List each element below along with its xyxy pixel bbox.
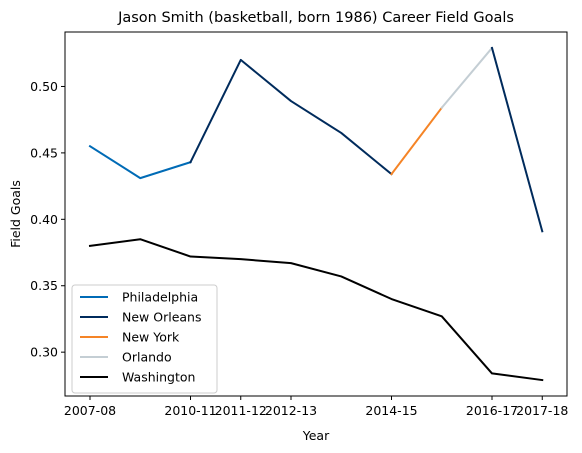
x-tick-label: 2010-11 bbox=[164, 403, 216, 418]
legend-label: New York bbox=[122, 330, 180, 345]
y-tick-label: 0.30 bbox=[30, 345, 58, 360]
legend-label: Washington bbox=[122, 370, 195, 385]
y-axis-ticks: 0.30 0.35 0.40 0.45 0.50 bbox=[30, 79, 65, 360]
series-lines bbox=[88, 46, 544, 382]
x-tick-label: 2007-08 bbox=[64, 403, 116, 418]
series-line-washington-5 bbox=[88, 238, 544, 382]
series-line-new-orleans-4 bbox=[490, 46, 544, 233]
plot-frame bbox=[64, 31, 568, 397]
legend-label: New Orleans bbox=[122, 310, 201, 325]
legend-label: Orlando bbox=[122, 350, 172, 365]
x-tick-label: 2014-15 bbox=[365, 403, 417, 418]
legend-box bbox=[71, 284, 218, 394]
chart-title: Jason Smith (basketball, born 1986) Care… bbox=[117, 10, 514, 26]
plot-area bbox=[64, 31, 568, 397]
series-line-orlando-3 bbox=[440, 46, 494, 110]
y-tick-label: 0.40 bbox=[30, 212, 58, 227]
series-line-new-york-2 bbox=[390, 106, 444, 176]
x-tick-label: 2017-18 bbox=[516, 403, 568, 418]
series-line-new-orleans-1 bbox=[189, 58, 393, 176]
y-tick-label: 0.50 bbox=[30, 79, 58, 94]
y-tick-label: 0.35 bbox=[30, 278, 58, 293]
legend-label: Philadelphia bbox=[122, 290, 198, 305]
x-tick-label: 2012-13 bbox=[265, 403, 317, 418]
x-axis-label: Year bbox=[302, 428, 330, 443]
legend: Philadelphia New Orleans New York Orlando Wa… bbox=[71, 284, 218, 394]
x-tick-label: 2011-12 bbox=[215, 403, 267, 418]
x-tick-label: 2016-17 bbox=[466, 403, 518, 418]
series-line-philadelphia-0 bbox=[88, 144, 192, 180]
y-tick-label: 0.45 bbox=[30, 145, 58, 160]
y-axis-label: Field Goals bbox=[8, 180, 23, 248]
